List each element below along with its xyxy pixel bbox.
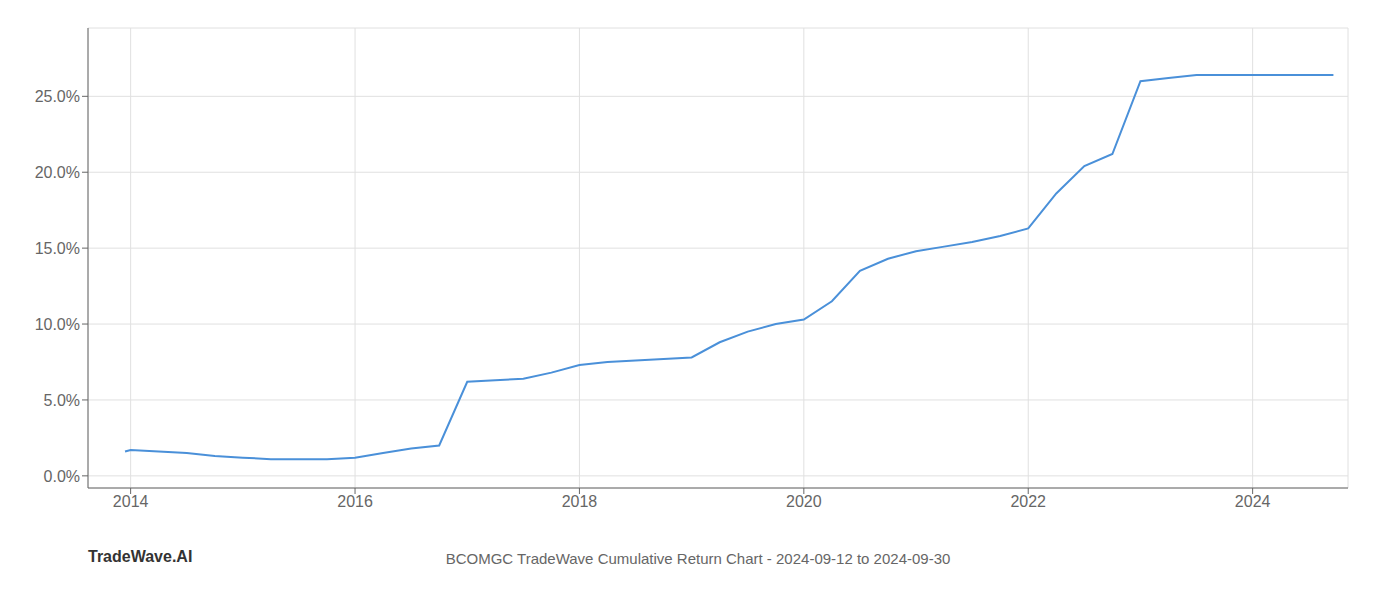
svg-text:2022: 2022	[1010, 493, 1046, 510]
svg-text:25.0%: 25.0%	[35, 88, 80, 105]
svg-text:2020: 2020	[786, 493, 822, 510]
svg-text:2024: 2024	[1235, 493, 1271, 510]
svg-text:0.0%: 0.0%	[44, 468, 80, 485]
svg-text:10.0%: 10.0%	[35, 316, 80, 333]
svg-text:2014: 2014	[113, 493, 149, 510]
svg-text:15.0%: 15.0%	[35, 240, 80, 257]
svg-text:2018: 2018	[562, 493, 598, 510]
svg-text:2016: 2016	[337, 493, 373, 510]
svg-text:20.0%: 20.0%	[35, 164, 80, 181]
html-text:BCOMGC TradeWave Cumulative Re: BCOMGC TradeWave Cumulative Return Chart…	[445, 550, 951, 567]
svg-text:5.0%: 5.0%	[44, 392, 80, 409]
html-text:TradeWave.AI: TradeWave.AI	[88, 548, 193, 565]
